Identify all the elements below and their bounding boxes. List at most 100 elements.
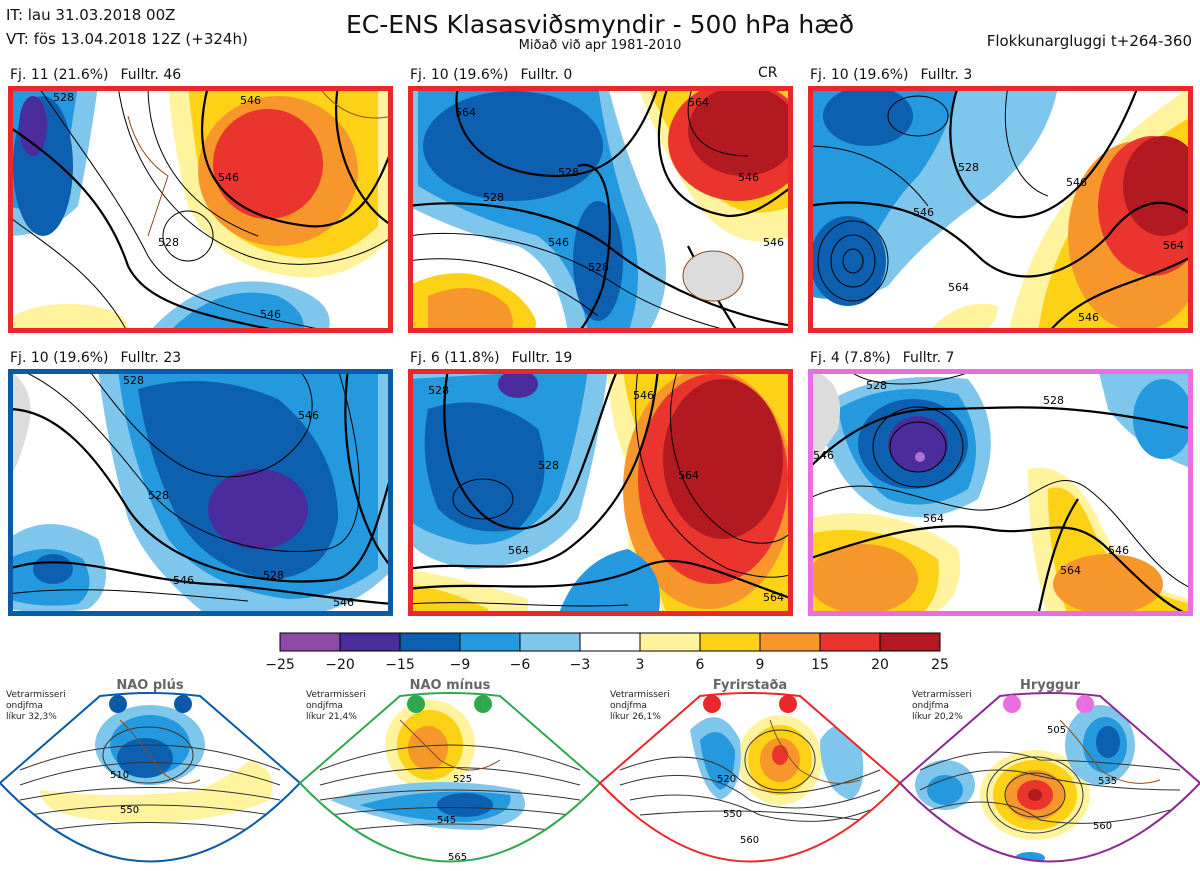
cluster-map-5: 528 546 528 564 564 564: [408, 369, 793, 616]
regime-name-nao-plus: NAO plús: [116, 678, 184, 693]
panel-border-3: [808, 86, 1193, 333]
cluster-map-3: 528 546 546 564 564 546: [808, 86, 1193, 333]
colorbar-tick-label: 6: [695, 657, 705, 673]
chart-title: EC-ENS Klasasviðsmyndir - 500 hPa hæð: [345, 10, 855, 39]
contour-label: 546: [548, 236, 569, 249]
regime-contour-label: 525: [453, 774, 472, 785]
contour-label: 546: [333, 596, 354, 609]
colorbar-tick-label: −25: [265, 657, 295, 673]
contour-label: 528: [558, 166, 579, 179]
contour-label: 564: [508, 544, 529, 557]
contour-label: 546: [1066, 176, 1087, 189]
colorbar-tick-label: −9: [449, 657, 471, 673]
contour-label: 528: [428, 384, 449, 397]
regime-dot-nao-minus-2: [474, 695, 492, 713]
contour-label: 528: [958, 161, 979, 174]
contour-label: 546: [1078, 311, 1099, 324]
colorbar-tick-label: −6: [509, 657, 531, 673]
contour-label: 528: [588, 261, 609, 274]
fan-outline-ridge: [898, 692, 1200, 863]
valid-time: VT: fös 13.04.2018 12Z (+324h): [6, 30, 248, 48]
colorbar-segment: [879, 632, 941, 652]
contour-label: 546: [173, 574, 194, 587]
fan-outline-blocking: [598, 692, 902, 863]
colorbar-tick-label: −15: [385, 657, 415, 673]
panel-6-label: Fj. 4 (7.8%) Fulltr. 7: [810, 350, 954, 366]
contour-label: 528: [148, 489, 169, 502]
contour-label: 564: [763, 591, 784, 604]
representative-member: Fulltr. 7: [902, 350, 955, 366]
contour-label: 528: [483, 191, 504, 204]
initial-time: IT: lau 31.03.2018 00Z: [6, 6, 176, 24]
contour-label: 546: [260, 308, 281, 321]
cluster-frequency: Fj. 10 (19.6%): [810, 67, 909, 83]
contour-label: 564: [1163, 239, 1184, 252]
contour-label: 564: [948, 281, 969, 294]
regime-note-nao-plus: Vetrarmisseri ondjfma líkur 32,3%: [6, 690, 66, 722]
panel-2-label: Fj. 10 (19.6%) Fulltr. 0: [410, 67, 572, 83]
contour-label: 528: [123, 374, 144, 387]
regime-contour-label: 510: [110, 770, 129, 781]
representative-member: Fulltr. 19: [511, 350, 573, 366]
colorbar-tick-label: 25: [931, 657, 949, 673]
regime-contour-label: 505: [1047, 725, 1066, 736]
regime-dot-nao-plus-1: [109, 695, 127, 713]
cluster-frequency: Fj. 4 (7.8%): [810, 350, 891, 366]
cluster-map-1: 528 546 546 546 528: [8, 86, 393, 333]
contour-label: 546: [813, 449, 834, 462]
chart-subtitle: Miðað við apr 1981-2010: [518, 38, 682, 53]
colorbar-tick-label: 20: [871, 657, 889, 673]
contour-label: 528: [1043, 394, 1064, 407]
regime-dot-nao-minus-1: [407, 695, 425, 713]
regime-contour-label: 545: [437, 815, 456, 826]
contour-label: 564: [678, 469, 699, 482]
colorbar-tick-label: 3: [635, 657, 645, 673]
contour-label: 546: [298, 409, 319, 422]
regime-dot-blocking-2: [779, 695, 797, 713]
regime-name-blocking: Fyrirstaða: [712, 678, 788, 693]
contour-label: 546: [1108, 544, 1129, 557]
regime-contour-label: 535: [1098, 776, 1117, 787]
cluster-frequency: Fj. 10 (19.6%): [410, 67, 509, 83]
panel-5-label: Fj. 6 (11.8%) Fulltr. 19: [410, 350, 572, 366]
contour-label: 546: [218, 171, 239, 184]
regime-contour-label: 550: [723, 809, 742, 820]
colorbar-tick-label: −3: [569, 657, 591, 673]
regime-contour-label: 565: [448, 852, 467, 863]
cluster-frequency: Fj. 11 (21.6%): [10, 67, 109, 83]
contour-label: 546: [240, 94, 261, 107]
panel-border-2: [408, 86, 793, 333]
panel-2-tag: CR: [758, 65, 778, 81]
regime-note-nao-minus: Vetrarmisseri ondjfma líkur 21,4%: [306, 690, 366, 722]
regime-dot-ridge-1: [1003, 695, 1021, 713]
contour-label: 564: [688, 96, 709, 109]
contour-label: 528: [538, 459, 559, 472]
contour-label: 528: [158, 236, 179, 249]
classification-window: Flokkunargluggi t+264-360: [986, 32, 1192, 50]
representative-member: Fulltr. 46: [120, 67, 182, 83]
representative-member: Fulltr. 3: [920, 67, 973, 83]
contour-label: 564: [923, 512, 944, 525]
cluster-map-4: 528 546 528 546 546 528: [8, 369, 393, 616]
contour-label: 528: [53, 91, 74, 104]
regime-name-ridge: Hryggur: [1019, 678, 1081, 693]
regime-name-nao-minus: NAO mínus: [409, 678, 491, 693]
contour-label: 564: [455, 106, 476, 119]
fan-outline-nao-plus: [0, 692, 302, 863]
regime-note-blocking: Vetrarmisseri ondjfma líkur 26,1%: [610, 690, 670, 722]
regime-dot-nao-plus-2: [174, 695, 192, 713]
colorbar: [279, 632, 941, 652]
contour-label: 546: [738, 171, 759, 184]
representative-member: Fulltr. 0: [520, 67, 573, 83]
contour-label: 546: [913, 206, 934, 219]
colorbar-tick-label: 9: [755, 657, 765, 673]
panel-1-label: Fj. 11 (21.6%) Fulltr. 46: [10, 67, 181, 83]
cluster-frequency: Fj. 6 (11.8%): [410, 350, 500, 366]
fan-outline-nao-minus: [298, 692, 602, 863]
contour-label: 546: [763, 236, 784, 249]
colorbar-tick-label: −20: [325, 657, 355, 673]
panel-border-6: [808, 369, 1193, 616]
representative-member: Fulltr. 23: [120, 350, 182, 366]
panel-border-5: [408, 369, 793, 616]
